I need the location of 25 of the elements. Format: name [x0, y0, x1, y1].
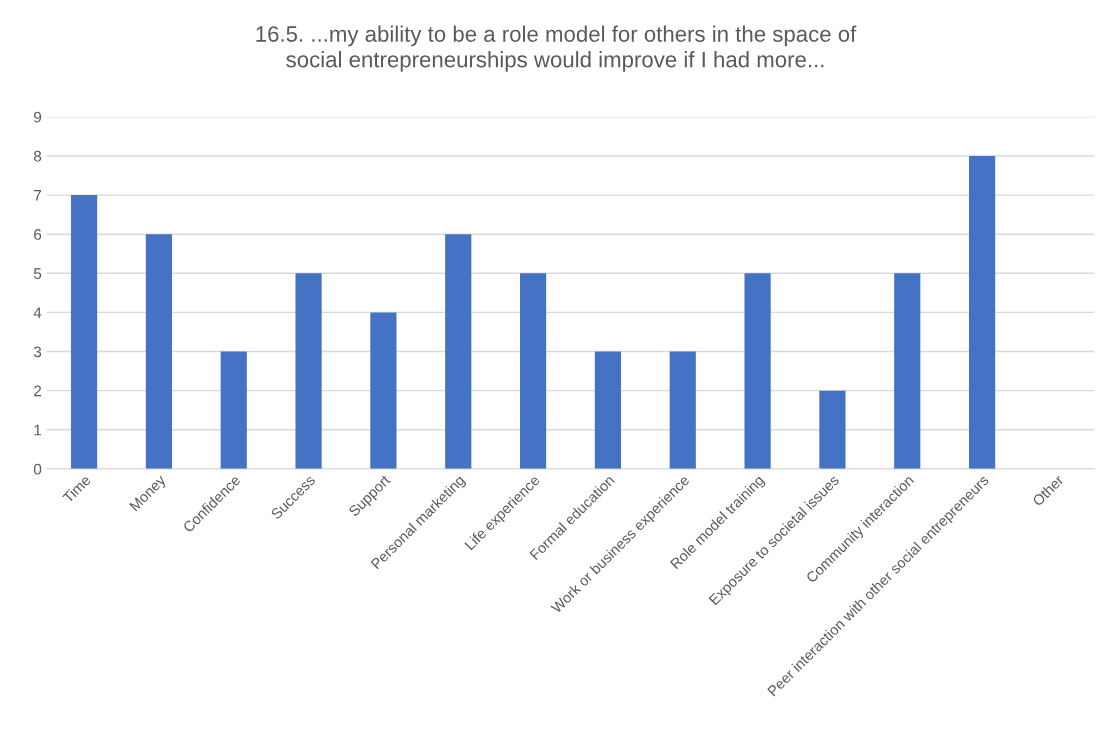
- bar: [894, 273, 921, 469]
- bar: [968, 155, 996, 469]
- bar: [669, 351, 696, 469]
- y-tick-label: 2: [34, 385, 42, 397]
- bar: [744, 273, 771, 469]
- bar: [145, 234, 173, 469]
- bar: [445, 234, 472, 469]
- y-tick-label: 9: [34, 111, 42, 123]
- y-tick-label: 0: [33, 463, 42, 475]
- bar: [370, 312, 397, 469]
- y-tick-label: 1: [34, 424, 42, 436]
- bar: [295, 273, 322, 469]
- chart-title: 16.5. ...my ability to be a role model for others in the space of social entrepreneurships would improve if I had more...: [256, 25, 857, 72]
- bar: [594, 351, 622, 469]
- bar: [519, 273, 547, 469]
- y-tick-label: 4: [33, 307, 42, 318]
- y-tick-label: 6: [34, 229, 42, 240]
- y-tick-label: 7: [34, 190, 42, 201]
- bar: [220, 351, 247, 469]
- bar: [819, 390, 846, 469]
- y-tick-label: 5: [33, 268, 42, 279]
- bar: [70, 195, 98, 469]
- x-tick-label: Time: [61, 474, 92, 504]
- y-tick-label: 3: [33, 346, 42, 358]
- y-tick-label: 8: [33, 150, 42, 162]
